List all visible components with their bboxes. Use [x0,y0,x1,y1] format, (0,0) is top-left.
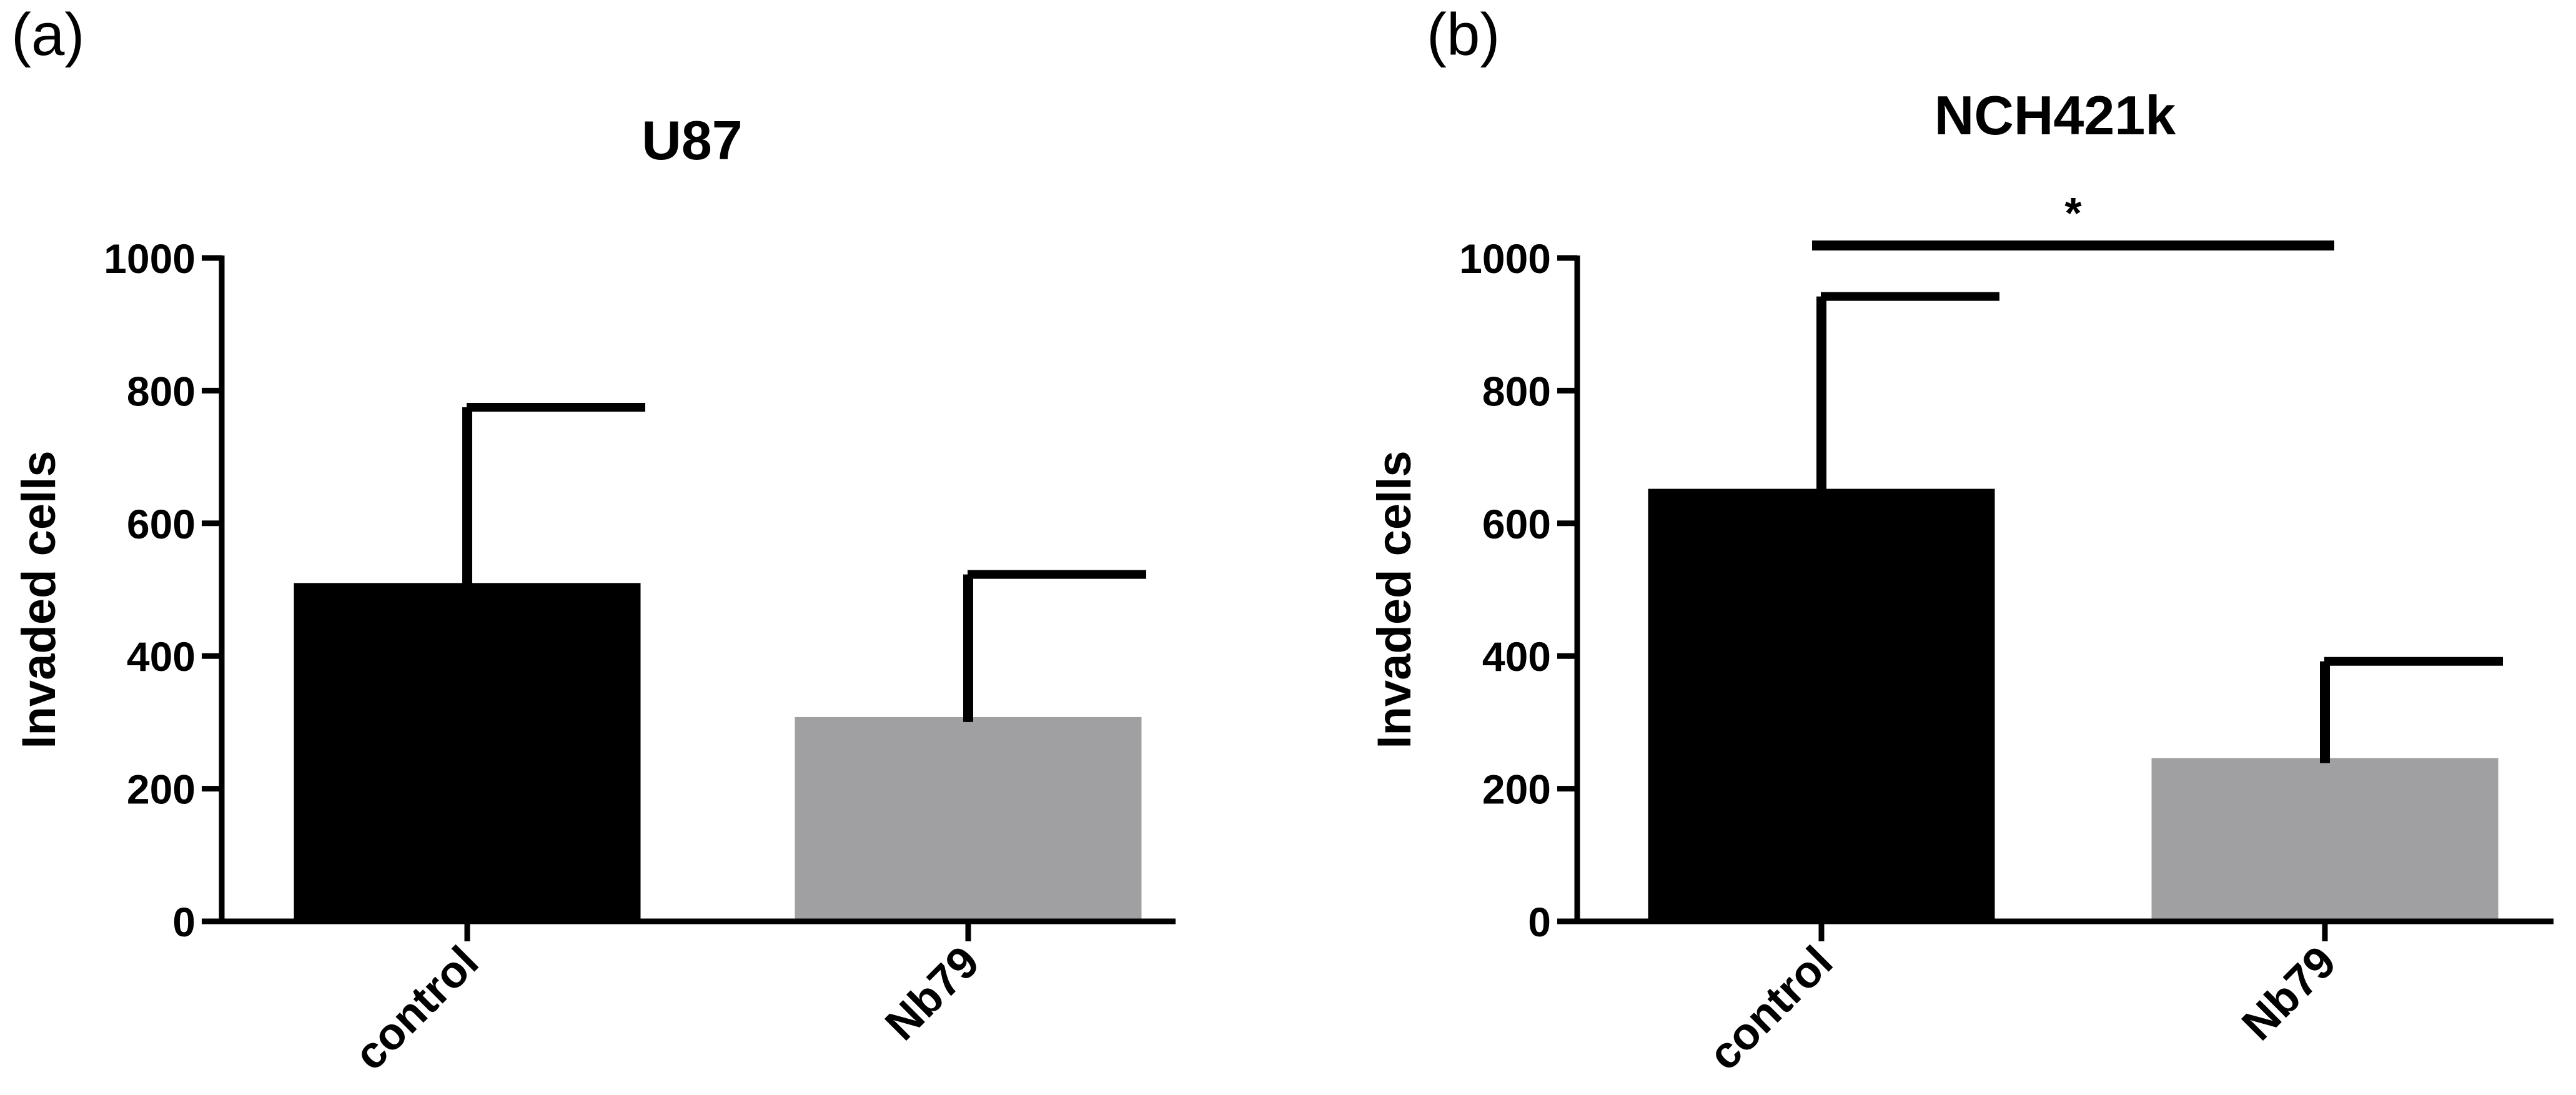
y-axis-label: Invaded cells [12,450,66,748]
y-tick-label: 0 [1528,899,1551,945]
x-tick-label: control [345,937,488,1080]
chart-panel-b: (b) NCH421k Invaded cells 0 200 400 600 800 1… [1368,1,2554,1080]
significance-marker: * [2064,189,2082,237]
x-tick-label: Nb79 [2232,937,2346,1050]
bar-control [294,583,641,921]
x-tick-label: Nb79 [876,937,989,1050]
bar-control [1648,488,1995,921]
y-tick-label: 1000 [1459,235,1551,282]
panel-label: (b) [1427,1,1500,68]
y-tick-label: 1000 [104,235,196,282]
bar-nb79 [795,716,1142,921]
bar-nb79 [2151,758,2499,921]
y-tick-label: 800 [1482,368,1551,414]
y-tick-label: 200 [1482,766,1551,813]
chart-title: U87 [642,109,742,171]
chart-panel-a: (a) U87 Invaded cells 0 200 400 600 800 1000 c… [11,1,1176,1080]
y-tick-label: 400 [1482,633,1551,680]
y-tick-label: 600 [127,501,196,547]
x-tick-label: control [1699,937,1842,1080]
y-tick-label: 400 [127,633,196,680]
chart-title: NCH421k [1934,84,2176,146]
y-tick-label: 800 [127,368,196,414]
y-tick-label: 0 [172,899,196,945]
y-axis-label: Invaded cells [1368,450,1421,748]
panel-label: (a) [11,1,84,68]
y-tick-label: 200 [127,766,196,813]
y-tick-label: 600 [1482,501,1551,547]
